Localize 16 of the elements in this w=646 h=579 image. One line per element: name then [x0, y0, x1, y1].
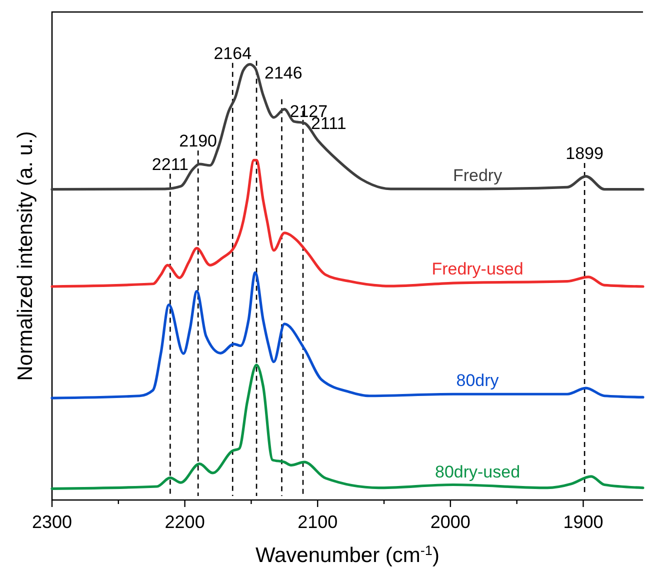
series-label: 80dry	[456, 371, 500, 390]
x-tick-label: 2200	[164, 512, 205, 532]
series-label: Fredry	[452, 166, 503, 185]
x-tick-label: 1900	[563, 512, 604, 532]
ref-line-label: 1899	[566, 144, 604, 164]
series-label: Fredry-used	[432, 260, 524, 279]
x-tick-label: 2000	[430, 512, 470, 532]
y-axis-title: Normalized intensity (a. u.)	[14, 131, 37, 381]
series-label: 80dry-used	[434, 462, 520, 482]
x-tick-label: 2100	[298, 512, 338, 532]
ref-line-label: 2190	[179, 131, 218, 150]
ref-line-label: 2146	[264, 64, 302, 83]
ref-line-label: 2164	[214, 44, 252, 63]
x-tick-label: 2300	[32, 512, 72, 532]
ref-line-label: 2211	[152, 154, 188, 174]
x-axis-title: Wavenumber (cm$^{-1}$)	[255, 542, 440, 567]
